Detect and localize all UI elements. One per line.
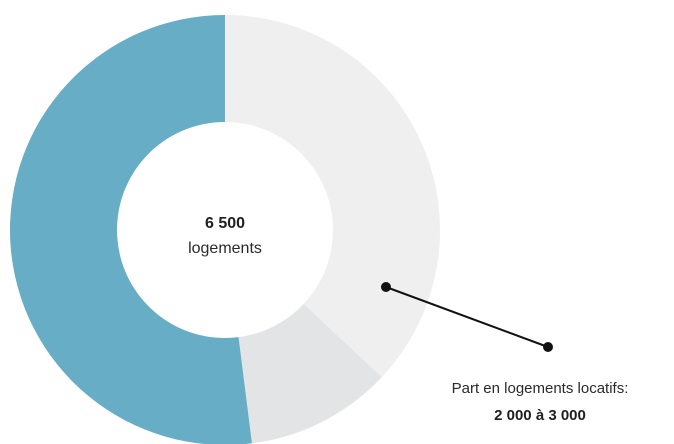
- center-label: 6 500 logements: [188, 215, 262, 257]
- donut-slice-2: [238, 303, 382, 444]
- donut-slice-1: [225, 15, 440, 378]
- donut-slice-3: [10, 15, 252, 444]
- callout-end-dot: [543, 342, 553, 352]
- callout-value: 2 000 à 3 000: [494, 407, 586, 424]
- callout: Part en logements locatifs: 2 000 à 3 00…: [381, 282, 628, 424]
- callout-label: Part en logements locatifs:: [452, 380, 629, 397]
- callout-anchor-dot: [381, 282, 391, 292]
- callout-leader-line: [385, 286, 549, 348]
- center-value: 6 500: [205, 215, 245, 232]
- center-unit: logements: [188, 240, 262, 257]
